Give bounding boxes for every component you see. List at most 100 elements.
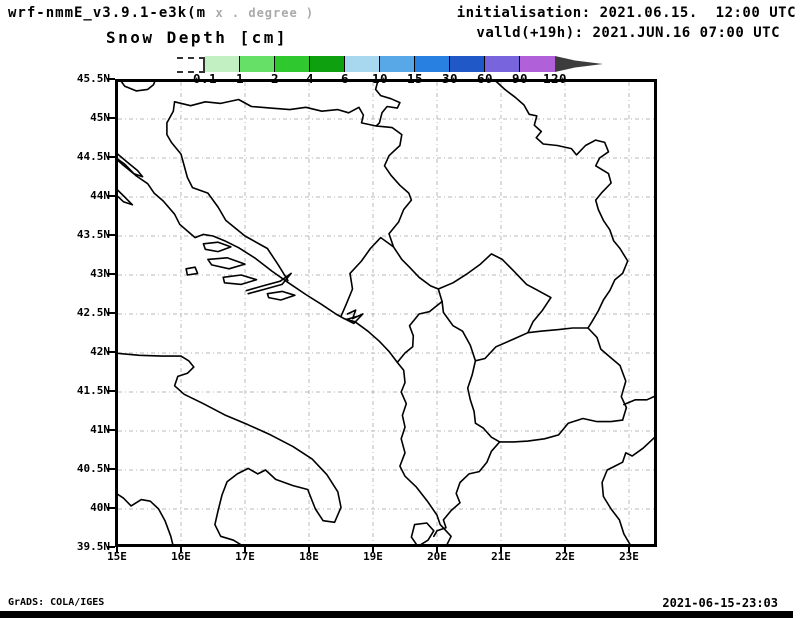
y-axis-tick (107, 390, 115, 392)
map-path-italy-tyrrhenian-coast (115, 491, 175, 547)
y-axis-label: 40.5N (76, 462, 110, 475)
x-axis-label: 15E (107, 550, 127, 563)
colorbar-level-label: 90 (511, 71, 529, 86)
map-path-island-corfu (410, 522, 435, 547)
colorbar-segment (380, 56, 415, 72)
y-axis-label: 44N (90, 189, 110, 202)
map-path-macedonia-east-border (587, 327, 628, 421)
y-axis-label: 40N (90, 501, 110, 514)
y-axis-tick (107, 507, 115, 509)
valid-time-text: valld(+19h): 2021.JUN.16 07:00 UTC (476, 25, 780, 41)
map-path-serbia-west-border (374, 79, 440, 290)
y-axis-tick (107, 78, 115, 80)
y-axis-tick (107, 546, 115, 548)
y-axis-label: 42.5N (76, 306, 110, 319)
x-axis-tick (436, 547, 438, 553)
colorbar-level-label: 15 (406, 71, 424, 86)
x-axis-label: 17E (235, 550, 255, 563)
map-path-bosnia-montenegro-border (340, 236, 395, 318)
colorbar-level-label: 120 (542, 71, 568, 86)
colorbar (205, 56, 555, 72)
y-axis-tick (107, 429, 115, 431)
y-axis-tick (107, 234, 115, 236)
bottom-bar (0, 611, 793, 618)
grads-credit: GrADS: COLA/IGES (8, 597, 105, 608)
x-axis-label: 22E (555, 550, 575, 563)
y-axis-tick (107, 468, 115, 470)
map-path-aegean-coast (601, 434, 657, 547)
colorbar-level-label: 2 (270, 71, 280, 86)
x-axis-label: 19E (363, 550, 383, 563)
x-axis-label: 20E (427, 550, 447, 563)
colorbar-level-label: 1 (235, 71, 245, 86)
y-axis-tick (107, 273, 115, 275)
map-path-greece-bulgaria-border (623, 394, 657, 406)
x-axis-tick (372, 547, 374, 553)
colorbar-level-label: 60 (476, 71, 494, 86)
x-axis-label: 21E (491, 550, 511, 563)
model-name-text: wrf-nmmE_v3.9.1-e3k(m (8, 5, 207, 21)
x-axis-label: 16E (171, 550, 191, 563)
map-path-macedonia-north-border (527, 327, 589, 334)
map-path-albania-greece-border (432, 441, 501, 538)
map-path-albania-macedonia-border (466, 359, 501, 443)
x-axis-tick (116, 547, 118, 553)
y-axis-label: 44.5N (76, 150, 110, 163)
colorbar-open-bracket (177, 57, 205, 73)
x-axis-label: 18E (299, 550, 319, 563)
y-axis-tick (107, 312, 115, 314)
map-path-croatia-albania-coast (115, 156, 453, 547)
colorbar-level-label: 30 (441, 71, 459, 86)
map-path-island-hvar (207, 257, 246, 270)
model-units-note: x . degree ) (215, 6, 315, 20)
y-axis-label: 45N (90, 111, 110, 124)
map-path-sava-border (173, 98, 378, 127)
x-axis-tick (180, 547, 182, 553)
y-axis-label: 43N (90, 267, 110, 280)
y-axis-label: 41N (90, 423, 110, 436)
colorbar-segment (275, 56, 310, 72)
map-canvas (115, 79, 657, 547)
colorbar-level-label: 10 (371, 71, 389, 86)
x-axis-tick (628, 547, 630, 553)
x-axis-tick (564, 547, 566, 553)
y-axis-label: 41.5N (76, 384, 110, 397)
map-path-island-mljet (266, 290, 296, 301)
y-axis-label: 42N (90, 345, 110, 358)
y-axis-label: 43.5N (76, 228, 110, 241)
y-axis-tick (107, 351, 115, 353)
colorbar-segment (345, 56, 380, 72)
map-frame (115, 79, 657, 547)
colorbar-level-label: 0.1 (192, 71, 218, 86)
map-path-serbia-east-border (493, 79, 629, 329)
map-path-island-brac (202, 241, 232, 253)
map-path-croatia-bosnia-border (166, 100, 289, 282)
colorbar-segment (415, 56, 450, 72)
y-axis-label: 39.5N (76, 540, 110, 553)
y-axis-tick (107, 195, 115, 197)
map-path-istria-blob (119, 79, 157, 92)
y-axis-tick (107, 117, 115, 119)
map-path-macedonia-south-border (498, 417, 624, 443)
map-path-kotor-bay (345, 309, 364, 325)
map-path-kosovo-border (437, 253, 552, 362)
map-path-peljesac-peninsula (245, 272, 292, 295)
x-axis-tick (244, 547, 246, 553)
page-title: Snow Depth [cm] (106, 28, 288, 47)
colorbar-segment (520, 56, 555, 72)
colorbar-segment (205, 56, 240, 72)
initialisation-text: initialisation: 2021.06.15. 12:00 UTC (456, 5, 796, 21)
map-path-montenegro-albania-border (396, 300, 443, 364)
colorbar-segment (450, 56, 485, 72)
colorbar-level-label: 4 (305, 71, 315, 86)
creation-timestamp: 2021-06-15-23:03 (662, 596, 778, 610)
y-axis-label: 45.5N (76, 72, 110, 85)
map-path-italy-adriatic-coast (115, 352, 342, 547)
colorbar-segment (240, 56, 275, 72)
colorbar-overflow-arrow-icon (555, 56, 603, 72)
colorbar-segment (310, 56, 345, 72)
map-path-island-dugi-otok (115, 186, 134, 206)
colorbar-segment (485, 56, 520, 72)
model-name: wrf-nmmE_v3.9.1-e3k(m x . degree ) (8, 5, 314, 21)
